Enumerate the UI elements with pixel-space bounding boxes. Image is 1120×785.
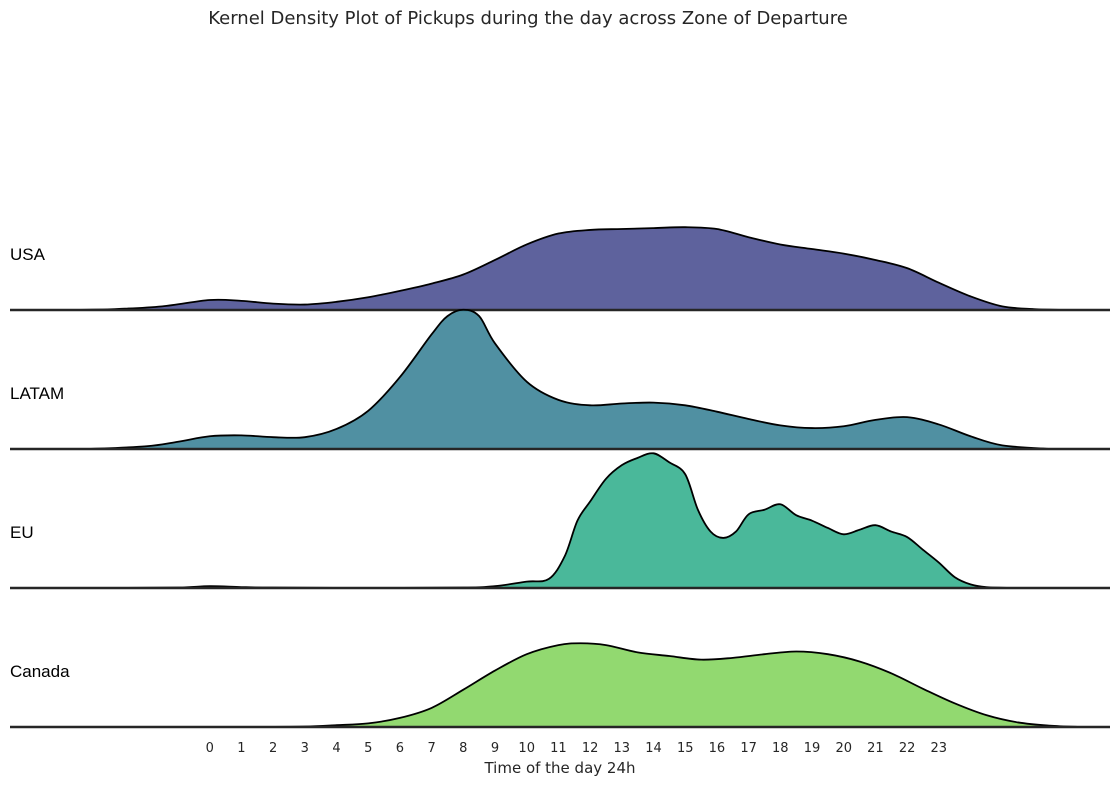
x-axis-ticks: 0 1 2 3 4 5 6 7 8 9 10 11 12 13 14 15 16 17 18 19 20 21 22 23	[206, 741, 948, 756]
chart-title: Kernel Density Plot of Pickups during th…	[208, 8, 848, 29]
x-tick-label: 2	[269, 741, 277, 756]
x-tick-label: 22	[899, 741, 916, 756]
x-tick-label: 20	[835, 741, 852, 756]
ridges: USA LATAM EU Canada	[10, 226, 1110, 729]
x-tick-label: 0	[206, 741, 214, 756]
x-tick-label: 23	[931, 741, 948, 756]
ridge-latam: LATAM	[10, 308, 1110, 451]
x-tick-label: 18	[772, 741, 789, 756]
row-label-usa: USA	[10, 245, 46, 264]
x-tick-label: 10	[518, 741, 535, 756]
x-tick-label: 14	[645, 741, 662, 756]
row-label-eu: EU	[10, 523, 34, 542]
x-tick-label: 13	[614, 741, 631, 756]
x-tick-label: 5	[364, 741, 372, 756]
x-tick-label: 4	[332, 741, 340, 756]
density-area-latam	[89, 309, 1050, 449]
x-tick-label: 1	[237, 741, 245, 756]
x-axis-label: Time of the day 24h	[483, 759, 635, 777]
x-tick-label: 19	[804, 741, 821, 756]
density-line-usa	[63, 226, 1072, 311]
x-tick-label: 17	[740, 741, 757, 756]
ridge-usa: USA	[10, 226, 1110, 312]
density-line-latam	[89, 308, 1050, 450]
x-tick-label: 15	[677, 741, 694, 756]
density-area-usa	[63, 227, 1072, 310]
row-label-canada: Canada	[10, 662, 70, 681]
x-tick-label: 16	[709, 741, 726, 756]
density-line-canada	[257, 642, 1082, 728]
x-tick-label: 21	[867, 741, 884, 756]
ridge-canada: Canada	[10, 642, 1110, 729]
density-area-eu	[19, 453, 1019, 589]
x-tick-label: 6	[396, 741, 404, 756]
x-tick-label: 11	[550, 741, 567, 756]
x-tick-label: 9	[491, 741, 499, 756]
ridge-eu: EU	[10, 452, 1110, 590]
density-area-canada	[257, 643, 1082, 727]
x-tick-label: 12	[582, 741, 599, 756]
row-label-latam: LATAM	[10, 384, 64, 403]
x-tick-label: 3	[301, 741, 309, 756]
x-tick-label: 7	[427, 741, 435, 756]
x-tick-label: 8	[459, 741, 467, 756]
